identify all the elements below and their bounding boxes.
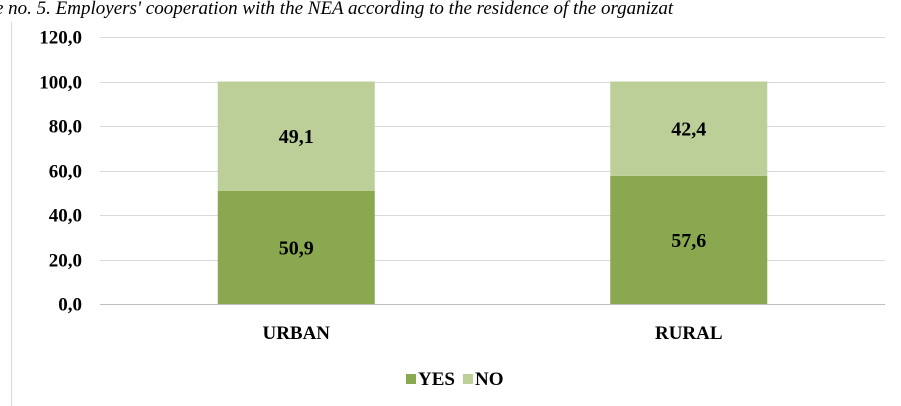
- y-tick-label: 20,0: [49, 251, 82, 272]
- y-axis: 0,0 20,0 40,0 60,0 80,0 100,0 120,0: [39, 28, 82, 316]
- bar-no-urban: [217, 81, 375, 191]
- y-tick-label: 60,0: [49, 162, 82, 183]
- x-tick-label: URBAN: [262, 323, 330, 344]
- x-axis: URBAN RURAL: [262, 323, 722, 344]
- data-label: 57,6: [671, 230, 706, 252]
- data-label: 49,1: [279, 126, 314, 148]
- y-tick-label: 0,0: [58, 295, 82, 316]
- data-label: 42,4: [671, 119, 706, 141]
- bar-no-rural: [610, 81, 768, 176]
- bar-yes-urban: [217, 190, 375, 304]
- y-tick-label: 80,0: [49, 117, 82, 138]
- bar-yes-rural: [610, 175, 768, 304]
- legend: YES NO: [406, 369, 503, 390]
- y-tick-label: 100,0: [39, 73, 82, 94]
- legend-label: YES: [418, 369, 455, 390]
- legend-label: NO: [475, 369, 504, 390]
- data-label: 50,9: [279, 237, 314, 259]
- legend-swatch-yes: [406, 374, 416, 384]
- x-tick-label: RURAL: [655, 323, 723, 344]
- bars: 50,9 49,1 57,6 42,4: [217, 81, 768, 304]
- y-tick-label: 40,0: [49, 206, 82, 227]
- chart-title: e no. 5. Employers' cooperation with the…: [0, 0, 674, 19]
- legend-swatch-no: [462, 374, 473, 384]
- y-tick-label: 120,0: [39, 28, 82, 49]
